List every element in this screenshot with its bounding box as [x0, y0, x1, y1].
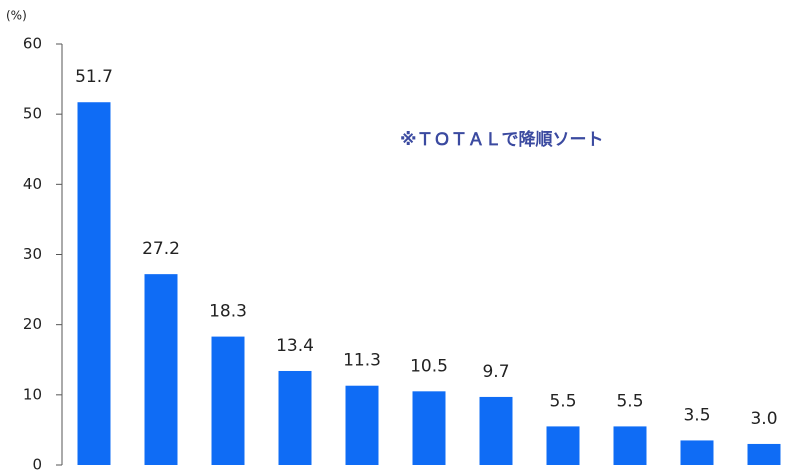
value-label: 9.7 [482, 362, 509, 382]
bar [546, 426, 580, 465]
bar [144, 274, 178, 465]
y-axis-unit: (%) [6, 9, 27, 23]
bar [211, 336, 245, 465]
bar [747, 443, 781, 465]
y-tick-label: 0 [32, 456, 42, 472]
y-tick-label: 40 [23, 175, 42, 193]
bar [412, 391, 446, 465]
value-label: 11.3 [343, 351, 381, 371]
y-tick-label: 30 [23, 245, 42, 263]
value-label: 27.2 [142, 239, 180, 259]
bar [278, 370, 312, 465]
value-label: 18.3 [209, 302, 247, 322]
y-tick-label: 60 [23, 35, 42, 53]
value-label: 10.5 [410, 356, 448, 376]
bar [613, 426, 647, 465]
annotation: ※ＴＯＴＡＬで降順ソート [400, 129, 604, 150]
bar [479, 396, 513, 465]
bar [680, 440, 714, 465]
value-label: 51.7 [75, 67, 113, 87]
value-label: 5.5 [549, 391, 576, 411]
bar [77, 102, 111, 465]
bar [345, 385, 379, 465]
value-label: 3.0 [750, 409, 777, 429]
value-label: 3.5 [683, 405, 710, 425]
value-label: 13.4 [276, 336, 314, 356]
y-tick-label: 50 [23, 105, 42, 123]
y-tick-label: 10 [23, 385, 42, 403]
value-label: 5.5 [616, 391, 643, 411]
y-tick-label: 20 [23, 315, 42, 333]
